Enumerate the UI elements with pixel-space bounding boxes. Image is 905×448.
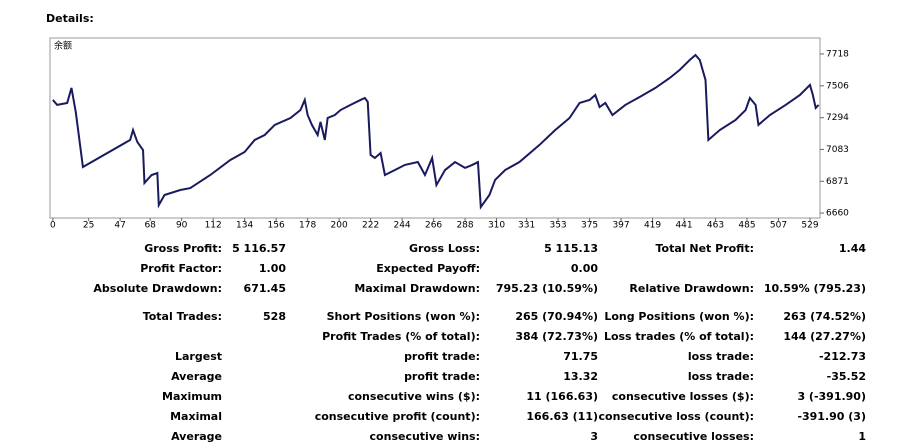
field-label: Relative Drawdown:	[629, 282, 754, 295]
field-label: profit trade:	[404, 370, 480, 383]
x-tick-label: 529	[801, 221, 818, 231]
field-value: 144 (27.27%)	[783, 330, 866, 343]
details-title: Details:	[46, 12, 94, 25]
field-label: Long Positions (won %):	[604, 310, 754, 323]
field-label: consecutive wins:	[370, 430, 480, 443]
field-label: loss trade:	[688, 370, 754, 383]
y-tick-label: 7083	[826, 145, 849, 155]
field-value: 10.59% (795.23)	[764, 282, 866, 295]
field-label: Maximal	[170, 410, 222, 423]
field-value: -391.90 (3)	[797, 410, 866, 423]
y-tick-label: 6871	[826, 177, 849, 187]
field-value: 671.45	[244, 282, 286, 295]
field-value: 5 116.57	[232, 242, 286, 255]
field-value: 384 (72.73%)	[515, 330, 598, 343]
field-value: -212.73	[819, 350, 866, 363]
x-tick-label: 266	[425, 221, 442, 231]
field-label: Loss trades (% of total):	[604, 330, 754, 343]
field-value: 11 (166.63)	[526, 390, 598, 403]
field-label: profit trade:	[404, 350, 480, 363]
x-tick-label: 310	[488, 221, 505, 231]
field-label: loss trade:	[688, 350, 754, 363]
y-tick-label: 6660	[826, 209, 849, 219]
x-tick-label: 441	[675, 221, 692, 231]
y-tick-label: 7294	[826, 113, 849, 123]
x-tick-label: 331	[518, 221, 535, 231]
field-label: consecutive wins ($):	[348, 390, 480, 403]
x-tick-label: 288	[456, 221, 473, 231]
field-value: 265 (70.94%)	[515, 310, 598, 323]
field-value: 3 (-391.90)	[797, 390, 866, 403]
field-label: Average	[171, 430, 222, 443]
field-label: Maximal Drawdown:	[354, 282, 480, 295]
field-value: 13.32	[563, 370, 598, 383]
x-tick-label: 244	[393, 221, 410, 231]
x-tick-label: 353	[549, 221, 566, 231]
x-tick-label: 25	[83, 221, 94, 231]
y-tick-label: 7506	[826, 81, 849, 91]
x-tick-label: 397	[612, 221, 629, 231]
x-tick-label: 47	[114, 221, 125, 231]
field-label: consecutive profit (count):	[315, 410, 480, 423]
field-label: Profit Trades (% of total):	[322, 330, 480, 343]
x-tick-label: 0	[50, 221, 56, 231]
field-label: consecutive loss (count):	[599, 410, 754, 423]
field-label: Expected Payoff:	[376, 262, 480, 275]
x-tick-label: 134	[236, 221, 253, 231]
field-value: 263 (74.52%)	[783, 310, 866, 323]
field-label: Absolute Drawdown:	[93, 282, 222, 295]
x-tick-label: 68	[144, 221, 156, 231]
x-tick-label: 156	[268, 221, 285, 231]
x-tick-label: 507	[770, 221, 787, 231]
field-label: Short Positions (won %):	[327, 310, 480, 323]
field-value: 1.44	[839, 242, 866, 255]
x-tick-label: 419	[644, 221, 661, 231]
field-label: Total Trades:	[143, 310, 222, 323]
x-tick-label: 112	[205, 221, 222, 231]
x-tick-label: 90	[176, 221, 188, 231]
chart-frame	[49, 37, 821, 219]
field-label: Total Net Profit:	[656, 242, 755, 255]
field-value: 1.00	[259, 262, 286, 275]
field-value: 3	[590, 430, 598, 443]
x-tick-label: 463	[707, 221, 724, 231]
x-tick-label: 375	[581, 221, 598, 231]
balance-line	[52, 53, 820, 210]
x-tick-label: 178	[299, 221, 316, 231]
field-value: 528	[263, 310, 286, 323]
x-tick-label: 200	[331, 221, 348, 231]
field-label: Maximum	[162, 390, 222, 403]
chart-label: 余额	[54, 40, 72, 52]
field-label: Largest	[175, 350, 222, 363]
field-label: consecutive losses:	[633, 430, 754, 443]
field-value: 795.23 (10.59%)	[496, 282, 598, 295]
field-value: 71.75	[563, 350, 598, 363]
y-tick-label: 7718	[826, 49, 849, 59]
x-tick-label: 485	[738, 221, 755, 231]
field-value: 166.63 (11)	[526, 410, 598, 423]
field-value: 1	[858, 430, 866, 443]
field-label: Profit Factor:	[140, 262, 222, 275]
field-label: Average	[171, 370, 222, 383]
field-value: 0.00	[571, 262, 598, 275]
field-label: consecutive losses ($):	[612, 390, 754, 403]
field-label: Gross Loss:	[409, 242, 480, 255]
field-value: 5 115.13	[544, 242, 598, 255]
x-tick-label: 222	[362, 221, 379, 231]
field-value: -35.52	[827, 370, 866, 383]
field-label: Gross Profit:	[144, 242, 222, 255]
